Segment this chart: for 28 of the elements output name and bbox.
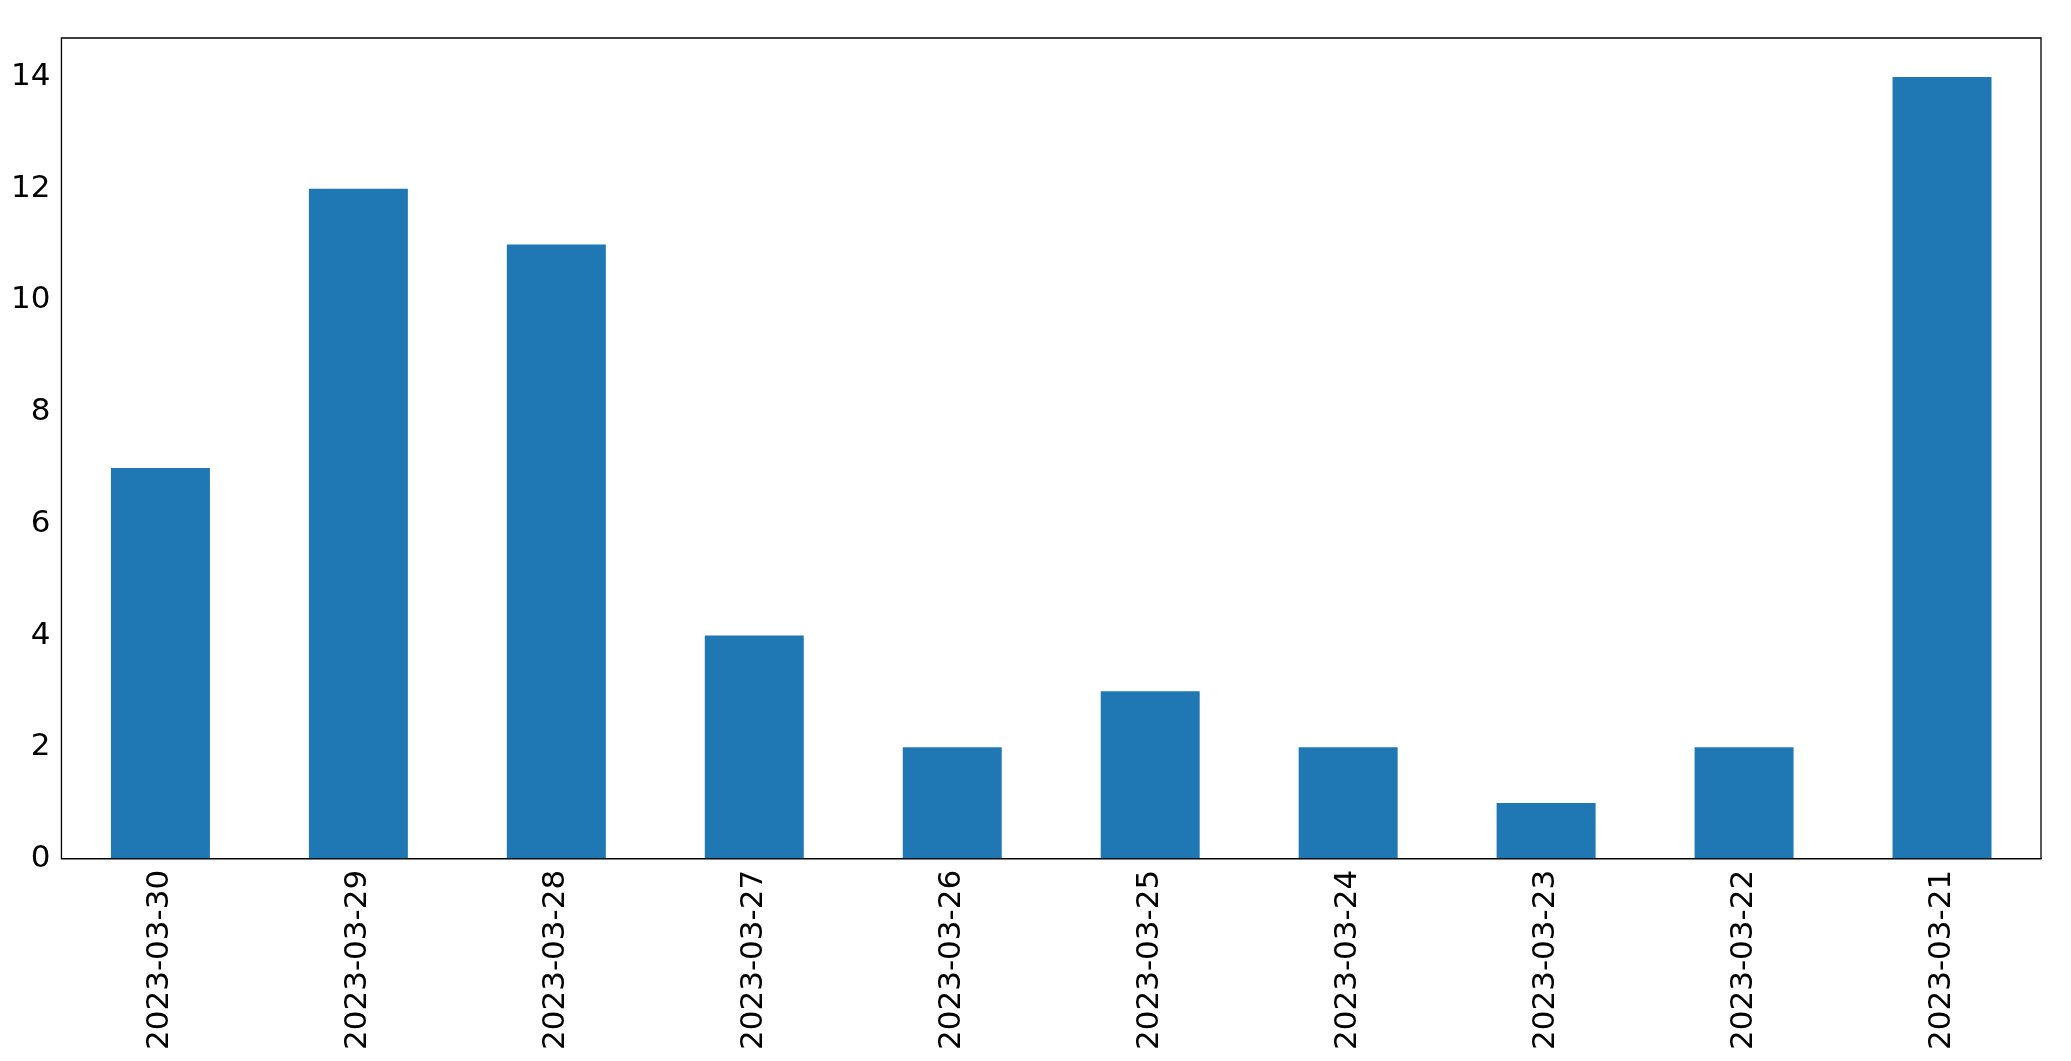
x-tick-label: 2023-03-24	[1327, 869, 1364, 1051]
x-tick-label: 2023-03-25	[1129, 869, 1166, 1051]
bar	[1298, 747, 1398, 859]
bar	[704, 635, 804, 859]
x-tick-label: 2023-03-22	[1723, 869, 1760, 1051]
bar	[308, 188, 408, 859]
bar	[1694, 747, 1794, 859]
bar	[1892, 77, 1992, 859]
y-tick-label: 10	[10, 279, 51, 316]
bar	[1496, 803, 1596, 859]
y-tick-label: 6	[30, 502, 51, 539]
x-tick-label: 2023-03-23	[1525, 869, 1562, 1051]
y-tick-label: 0	[30, 837, 51, 874]
x-tick-label: 2023-03-29	[337, 869, 374, 1051]
x-tick-label: 2023-03-27	[733, 869, 770, 1051]
x-tick-label: 2023-03-21	[1921, 869, 1958, 1051]
y-tick-label: 14	[10, 56, 51, 93]
y-tick-label: 4	[30, 614, 51, 651]
y-tick-label: 2	[30, 726, 51, 763]
x-tick-label: 2023-03-28	[535, 869, 572, 1051]
bar	[1100, 691, 1200, 859]
y-tick-label: 8	[30, 391, 51, 428]
x-tick-label: 2023-03-30	[139, 869, 176, 1051]
x-tick-label: 2023-03-26	[931, 869, 968, 1051]
y-tick-label: 12	[10, 167, 51, 204]
bar	[110, 467, 210, 859]
bar	[902, 747, 1002, 859]
bar	[506, 244, 606, 859]
